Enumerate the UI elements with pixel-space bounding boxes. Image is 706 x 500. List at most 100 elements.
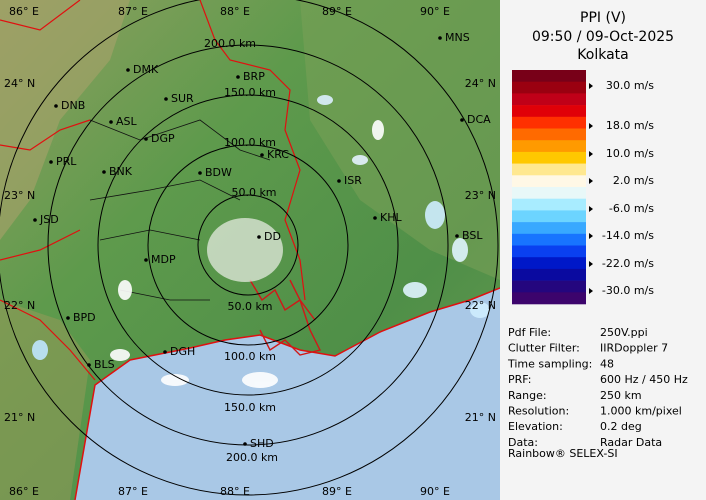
city-dot <box>164 97 168 101</box>
legend-tick <box>589 83 593 89</box>
range-ring <box>47 44 449 446</box>
city-label: BLS <box>94 358 115 371</box>
city-label: SUR <box>171 92 194 105</box>
latitude-label: 21° N <box>4 411 35 424</box>
legend-tick <box>589 206 593 212</box>
range-label: 200.0 km <box>204 37 256 50</box>
highland <box>0 0 130 240</box>
info-value: 250 km <box>600 389 642 402</box>
city-dot <box>54 104 58 108</box>
longitude-label: 89° E <box>322 485 352 498</box>
city-label: MNS <box>445 31 470 44</box>
color-swatch <box>512 187 586 199</box>
range-label: 50.0 km <box>227 300 272 313</box>
city-label: DGP <box>151 132 175 145</box>
color-swatch <box>512 198 586 211</box>
longitude-label: 87° E <box>118 485 148 498</box>
legend-label: -22.0 m/s <box>602 257 654 270</box>
color-swatch <box>512 116 586 129</box>
longitude-label: 90° E <box>420 485 450 498</box>
city-dot <box>373 216 377 220</box>
color-swatch <box>512 292 586 305</box>
legend-tick <box>589 178 593 184</box>
city-dot <box>87 363 91 367</box>
legend-tick <box>589 233 593 239</box>
legend-tick <box>589 151 593 157</box>
site-name: Kolkata <box>577 47 628 63</box>
boundary <box>0 0 306 381</box>
legend-tick <box>589 123 593 129</box>
city-dot <box>109 120 113 124</box>
city-dot <box>260 153 264 157</box>
range-ring <box>97 94 399 396</box>
info-value: Radar Data <box>600 436 662 449</box>
color-swatch <box>512 163 586 176</box>
latitude-label: 23° N <box>465 189 496 202</box>
range-label: 150.0 km <box>224 401 276 414</box>
city-label: JSD <box>39 213 59 226</box>
city-dot <box>257 235 261 239</box>
color-swatch <box>512 280 586 293</box>
longitude-label: 86° E <box>9 485 39 498</box>
city-label: KRC <box>267 148 289 161</box>
info-value: 0.2 deg <box>600 420 642 433</box>
color-bar: 30.0 m/s 18.0 m/s 10.0 m/s 2.0 m/s -6.0 m/s -… <box>512 70 654 305</box>
color-swatch <box>512 140 586 153</box>
latitude-label: 22° N <box>4 299 35 312</box>
city-dot <box>144 137 148 141</box>
legend-label: -6.0 m/s <box>609 202 654 215</box>
city-label: SHD <box>250 437 274 450</box>
info-label: Time sampling: <box>507 357 592 370</box>
legend-tick <box>589 288 593 294</box>
info-value: 250V.ppi <box>600 326 648 339</box>
range-ring <box>147 144 349 346</box>
latitude-label: 24° N <box>4 77 35 90</box>
color-swatch <box>512 210 586 223</box>
city-label: ASL <box>116 115 138 128</box>
info-label: PRF: <box>508 373 531 386</box>
city-label: DMK <box>133 63 159 76</box>
info-value: 600 Hz / 450 Hz <box>600 373 688 386</box>
legend-label: -14.0 m/s <box>602 229 654 242</box>
city-dot <box>66 316 70 320</box>
city-label: MDP <box>151 253 176 266</box>
info-label: Resolution: <box>508 405 569 418</box>
city-dot <box>144 258 148 262</box>
city-dot <box>198 171 202 175</box>
footer: Rainbow® SELEX-SI <box>508 447 618 460</box>
color-swatch <box>512 81 586 94</box>
info-label: Clutter Filter: <box>508 342 580 355</box>
city-label: DGH <box>170 345 195 358</box>
city-label: BNK <box>109 165 133 178</box>
product-time: 09:50 / 09-Oct-2025 <box>532 29 674 45</box>
longitude-label: 88° E <box>220 5 250 18</box>
city-dot <box>460 118 464 122</box>
info-value: 1.000 km/pixel <box>600 405 682 418</box>
product-title: PPI (V) <box>580 10 626 26</box>
radar-echoes <box>32 95 490 388</box>
city-dot <box>455 234 459 238</box>
longitude-label: 89° E <box>322 5 352 18</box>
latitude-label: 22° N <box>465 299 496 312</box>
color-swatch <box>512 257 586 270</box>
longitude-label: 86° E <box>9 5 39 18</box>
info-label: Elevation: <box>508 420 563 433</box>
color-swatch <box>512 222 586 235</box>
range-ring <box>197 194 299 296</box>
longitude-label: 90° E <box>420 5 450 18</box>
longitude-label: 87° E <box>118 5 148 18</box>
color-swatch <box>512 175 586 188</box>
color-swatch <box>512 245 586 258</box>
city-dot <box>236 75 240 79</box>
range-label: 100.0 km <box>224 136 276 149</box>
color-swatch <box>512 93 586 106</box>
info-label: Range: <box>508 389 547 402</box>
city-label: ISR <box>344 174 362 187</box>
district-boundary <box>89 119 271 301</box>
delta-land <box>300 0 500 280</box>
color-swatch <box>512 233 586 246</box>
info-label: Pdf File: <box>508 326 551 339</box>
sea <box>75 288 500 500</box>
legend-label: 10.0 m/s <box>606 147 654 160</box>
